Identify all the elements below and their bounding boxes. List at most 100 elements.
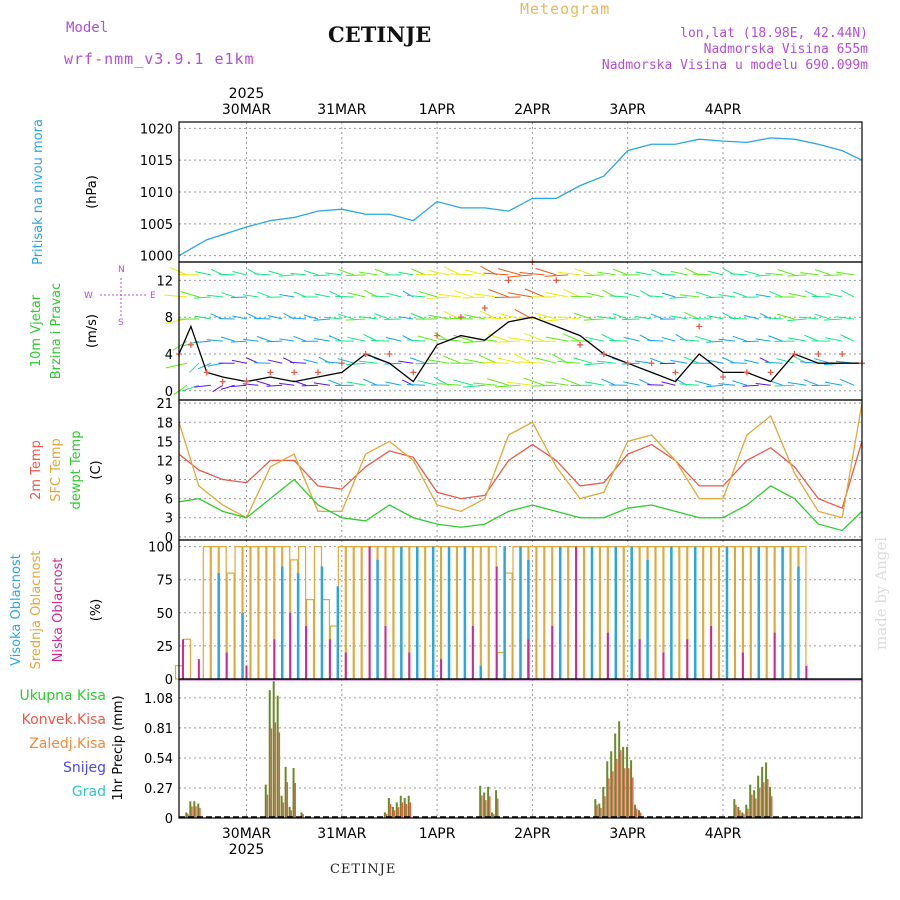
- wind-arrow: [464, 314, 485, 320]
- wind-arrow: [647, 339, 664, 342]
- high-cloud-bar: [320, 566, 324, 679]
- wind-arrow: [647, 295, 664, 298]
- wind-gust-marker: [672, 369, 679, 376]
- wind-arrow: [267, 315, 283, 320]
- precip-conv-bar: [191, 806, 193, 818]
- wind-gust-marker: [410, 369, 417, 376]
- wind-arrow: [418, 335, 438, 342]
- cloud-tick-label: 0: [165, 673, 173, 688]
- precip-conv-bar: [624, 768, 626, 818]
- precip-conv-bar: [620, 750, 622, 818]
- wind-arrow: [623, 381, 640, 386]
- bottom-date-label: 2APR: [514, 826, 551, 842]
- precip-conv-bar: [739, 810, 741, 818]
- wind-arrow: [483, 317, 509, 320]
- precip-conv-bar: [389, 803, 392, 818]
- high-cloud-bar: [797, 566, 800, 679]
- temp-axis-title-1: 2m Temp: [29, 440, 44, 500]
- wind-gust-marker: [839, 351, 846, 357]
- wind-arrow: [442, 355, 462, 364]
- precip-bar: [292, 767, 295, 818]
- wind-arrow: [207, 362, 223, 367]
- wind-arrow: [650, 357, 664, 364]
- wind-arrow: [609, 339, 628, 342]
- wind-arrow: [800, 361, 819, 364]
- wind-arrow: [221, 292, 235, 298]
- precip-conv-bar: [628, 768, 630, 818]
- wind-arrow: [670, 359, 688, 364]
- wind-arrow: [497, 312, 521, 320]
- wind-arrow: [811, 295, 831, 298]
- wind-arrow: [544, 274, 569, 277]
- precip-tick-label: 0: [165, 812, 173, 827]
- station-title: CETINJE: [328, 22, 432, 47]
- wind-arrow: [718, 294, 736, 298]
- wind-arrow: [557, 316, 581, 320]
- wind-arrow: [165, 362, 188, 369]
- top-date-label: 4APR: [705, 102, 742, 118]
- low-cloud-bar: [328, 639, 331, 679]
- precip-conv-bar: [767, 779, 769, 818]
- compass-south: S: [118, 318, 124, 328]
- wind-arrow: [804, 290, 819, 298]
- precip-conv-bar: [743, 814, 745, 818]
- high-cloud-bar: [479, 665, 483, 679]
- top-date-label: 2APR: [514, 102, 551, 118]
- precip-bar: [391, 806, 394, 818]
- wind-arrow: [266, 340, 283, 343]
- temp-tick-label: 9: [165, 474, 173, 489]
- wind-arrow: [173, 384, 188, 396]
- precip-bar: [272, 681, 275, 818]
- wind-arrow: [303, 314, 319, 320]
- wind-arrow: [788, 337, 807, 342]
- precip-conv-bar: [600, 807, 602, 818]
- wind-gust-marker: [791, 351, 798, 357]
- wind-arrow: [707, 359, 724, 364]
- wind-arrow: [718, 338, 735, 342]
- wind-arrow: [545, 336, 569, 342]
- high-cloud-bar: [527, 559, 530, 679]
- wind-arrow: [787, 274, 807, 277]
- wind-arrow: [755, 293, 771, 298]
- wind-arrow: [346, 381, 366, 386]
- precip-conv-bar: [747, 808, 749, 818]
- wind-arrow: [313, 382, 330, 386]
- wind-arrow: [497, 357, 521, 364]
- precip-conv-bar: [393, 810, 396, 818]
- wind-arrow: [722, 357, 736, 364]
- precip-conv-bar: [199, 807, 201, 818]
- precip-bar: [610, 751, 613, 818]
- precip-conv-bar: [266, 794, 269, 818]
- wind-arrow: [825, 292, 843, 298]
- precip-conv-bar: [489, 796, 491, 818]
- wind-arrow: [570, 295, 592, 298]
- precip-legend-item: Konvek.Kisa: [22, 712, 106, 728]
- wind-arrow: [180, 291, 199, 298]
- wind-arrow: [464, 269, 485, 276]
- low-cloud-bar: [181, 639, 184, 679]
- bottom-date-label: 1APR: [419, 826, 456, 842]
- wind-arrow: [231, 340, 247, 343]
- wind-arrow: [531, 384, 557, 387]
- wind-arrow: [755, 338, 771, 342]
- wind-gust-marker: [457, 314, 464, 321]
- wind-arrow: [328, 335, 343, 342]
- wind-arrow: [718, 383, 735, 386]
- precip-bar: [622, 746, 625, 818]
- wind-arrow: [384, 318, 402, 321]
- wind-arrow: [210, 313, 223, 320]
- precip-bar: [284, 766, 287, 818]
- precip-tick-label: 0.81: [144, 722, 173, 737]
- high-cloud-bar: [241, 612, 244, 679]
- wind-arrow: [513, 353, 533, 364]
- wind-arrow: [732, 380, 747, 386]
- wind-arrow: [195, 271, 211, 276]
- wind-arrow: [358, 360, 378, 364]
- compass-west: W: [84, 291, 93, 301]
- precip-bar: [598, 803, 601, 818]
- precip-bar: [189, 801, 192, 818]
- precip-bar: [197, 803, 200, 818]
- wind-arrow: [601, 378, 617, 386]
- wind-arrow: [755, 382, 771, 386]
- precip-bar: [387, 797, 390, 818]
